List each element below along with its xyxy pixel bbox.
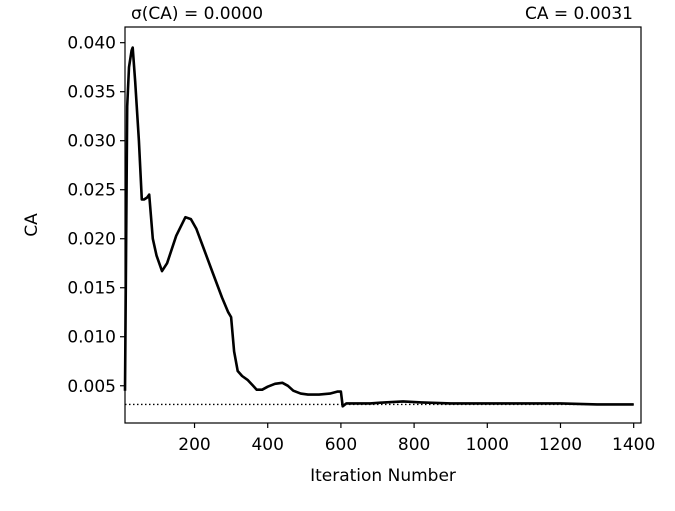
y-tick-label: 0.020 xyxy=(67,230,116,250)
header-right-label: CA = 0.0031 xyxy=(525,4,633,24)
x-tick-label: 200 xyxy=(178,435,210,455)
x-tick-label: 800 xyxy=(398,435,430,455)
plot-area: 200 400 600 800 1000 1200 1400 0.005 0.010 0.015 0… xyxy=(67,26,655,455)
y-tick-label: 0.010 xyxy=(67,328,116,348)
x-tick-label: 1000 xyxy=(466,435,509,455)
y-tick-label: 0.005 xyxy=(67,377,116,397)
plot-frame xyxy=(124,26,642,424)
y-tick-label: 0.040 xyxy=(67,34,116,54)
header-left-label: σ(CA) = 0.0000 xyxy=(131,4,263,24)
y-tick-label: 0.015 xyxy=(67,279,116,299)
series-line xyxy=(123,46,634,408)
x-tick-label: 1400 xyxy=(612,435,655,455)
y-axis-label: CA xyxy=(22,213,42,237)
x-tick-label: 1200 xyxy=(539,435,582,455)
x-tick-label: 400 xyxy=(251,435,283,455)
y-tick-label: 0.030 xyxy=(67,132,116,152)
x-axis-label: Iteration Number xyxy=(310,466,456,486)
y-tick-label: 0.035 xyxy=(67,83,116,103)
x-tick-label: 600 xyxy=(325,435,357,455)
y-tick-label: 0.025 xyxy=(67,181,116,201)
